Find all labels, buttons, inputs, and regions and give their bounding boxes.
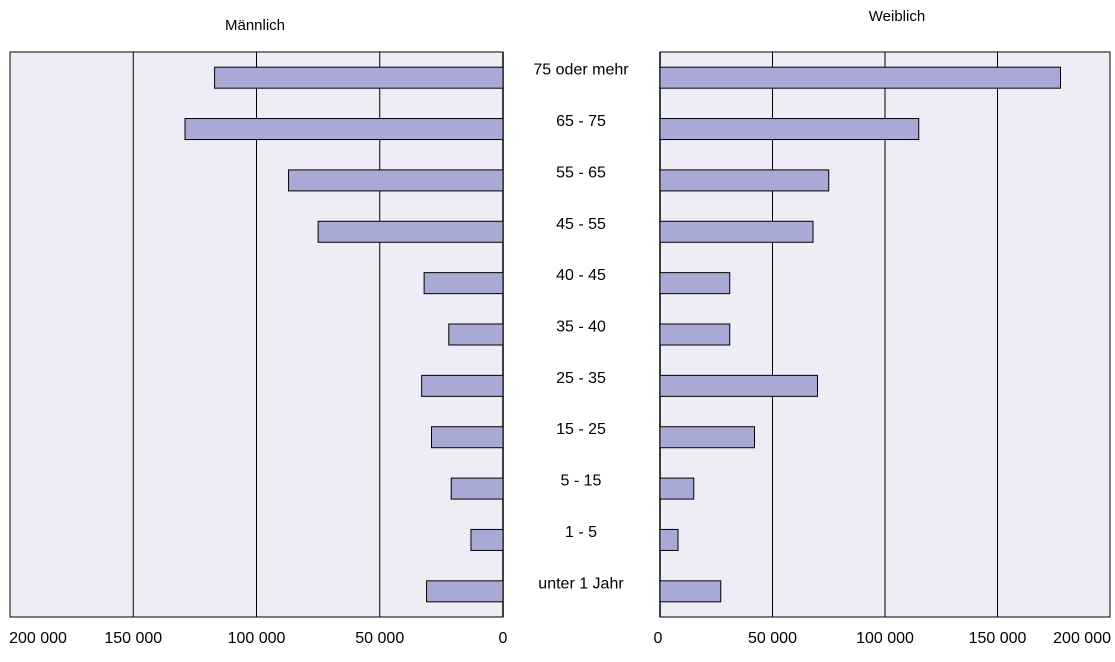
male-bar xyxy=(421,374,504,397)
right-x-tick-label: 100 000 xyxy=(856,630,914,647)
female-bar xyxy=(659,426,755,449)
right-x-tick-label: 150 000 xyxy=(969,630,1027,647)
female-bar xyxy=(659,580,722,603)
male-bar xyxy=(423,272,504,295)
grid-lines xyxy=(132,52,998,617)
bars xyxy=(184,66,1061,603)
male-bar xyxy=(184,118,504,141)
category-label: 1 - 5 xyxy=(565,524,597,541)
female-bar xyxy=(659,118,920,141)
female-bar xyxy=(659,66,1061,89)
female-bar xyxy=(659,220,814,243)
axis-tick-labels: 200 000 150 000 100 000 50 000 0 0 50 000 100 0… xyxy=(9,630,1111,647)
right-x-tick-label: 200 000 xyxy=(1053,630,1111,647)
category-label: 15 - 25 xyxy=(556,421,606,438)
female-bar xyxy=(659,272,731,295)
left-x-tick-label: 100 000 xyxy=(228,630,286,647)
category-label: 35 - 40 xyxy=(556,319,606,336)
category-label: 45 - 55 xyxy=(556,216,606,233)
left-x-tick-label: 0 xyxy=(499,630,508,647)
female-bar xyxy=(659,169,830,192)
left-x-tick-label: 200 000 xyxy=(9,630,67,647)
female-bar xyxy=(659,323,731,346)
male-bar xyxy=(470,528,504,551)
category-labels: 75 oder mehr 65 - 75 55 - 65 45 - 55 40 - 45… xyxy=(533,62,629,593)
left-x-tick-label: 50 000 xyxy=(355,630,404,647)
category-label: 65 - 75 xyxy=(556,113,606,130)
female-bar xyxy=(659,374,818,397)
category-label: 40 - 45 xyxy=(556,267,606,284)
male-bar xyxy=(288,169,504,192)
right-x-tick-label: 50 000 xyxy=(748,630,797,647)
male-bar xyxy=(214,66,504,89)
category-label: 25 - 35 xyxy=(556,370,606,387)
female-bar xyxy=(659,477,695,500)
right-panel-title: Weiblich xyxy=(869,8,925,25)
right-x-tick-label: 0 xyxy=(654,630,663,647)
female-bar xyxy=(659,528,679,551)
male-bar xyxy=(448,323,504,346)
male-bar xyxy=(431,426,504,449)
male-bar xyxy=(450,477,504,500)
male-bar xyxy=(426,580,504,603)
category-label: unter 1 Jahr xyxy=(538,575,624,592)
category-label: 5 - 15 xyxy=(561,473,602,490)
left-panel-title: Männlich xyxy=(225,17,285,34)
category-label: 75 oder mehr xyxy=(533,62,629,79)
male-bar xyxy=(317,220,504,243)
category-label: 55 - 65 xyxy=(556,164,606,181)
left-x-tick-label: 150 000 xyxy=(104,630,162,647)
